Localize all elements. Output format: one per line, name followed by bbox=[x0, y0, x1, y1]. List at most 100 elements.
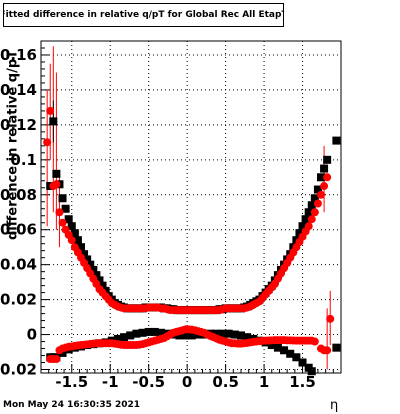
data-point-square bbox=[212, 329, 221, 338]
y-tick-label: 0 bbox=[27, 326, 37, 344]
data-point-square bbox=[58, 194, 67, 203]
data-point-circle bbox=[323, 173, 332, 182]
y-tick-label: 0.08 bbox=[0, 186, 37, 204]
data-point-square bbox=[298, 222, 307, 231]
x-tick-labels: -1.5 -1 -0.5 0 0.5 1 1.5 bbox=[55, 373, 315, 391]
data-point-square bbox=[301, 215, 310, 224]
y-tick-label: -0.02 bbox=[0, 361, 37, 379]
data-point-circle bbox=[310, 337, 319, 346]
data-point-square bbox=[175, 331, 184, 340]
data-point-square bbox=[80, 250, 89, 259]
data-point-square bbox=[89, 265, 98, 274]
data-point-square bbox=[120, 333, 129, 342]
data-point-square bbox=[307, 367, 316, 376]
data-point-square bbox=[98, 281, 107, 290]
x-tick-label: -0.5 bbox=[132, 373, 165, 391]
data-point-square bbox=[295, 229, 304, 238]
x-axis-label: η bbox=[330, 398, 339, 413]
data-point-square bbox=[132, 329, 141, 338]
data-point-circle bbox=[323, 346, 332, 355]
data-point-square bbox=[310, 194, 319, 203]
data-point-square bbox=[237, 331, 245, 340]
data-point-square bbox=[323, 155, 332, 164]
x-tick-label: -1 bbox=[102, 373, 119, 391]
datestamp: Mon May 24 16:30:35 2021 bbox=[3, 400, 141, 410]
data-point-square bbox=[70, 229, 79, 238]
data-point-circle bbox=[304, 222, 313, 231]
data-point-square bbox=[332, 136, 341, 145]
x-tick-label: 1.5 bbox=[289, 373, 316, 391]
data-point-square bbox=[292, 353, 301, 362]
data-point-circle bbox=[58, 218, 67, 227]
y-tick-label: 0.02 bbox=[0, 291, 37, 309]
data-point-square bbox=[64, 215, 73, 224]
x-tick-label: 1 bbox=[259, 373, 269, 391]
data-point-square bbox=[126, 331, 135, 340]
data-point-square bbox=[317, 173, 325, 182]
data-point-circle bbox=[326, 314, 335, 323]
data-point-square bbox=[273, 343, 282, 352]
data-point-circle bbox=[55, 208, 64, 217]
data-point-square bbox=[49, 117, 58, 126]
data-point-square bbox=[224, 329, 233, 338]
grid-lines bbox=[41, 41, 341, 373]
data-series bbox=[43, 106, 341, 376]
error-bars bbox=[46, 46, 331, 370]
y-tick-label: 0.04 bbox=[0, 256, 37, 274]
data-point-square bbox=[67, 222, 76, 231]
y-tick-label: 0.1 bbox=[10, 151, 37, 169]
data-point-square bbox=[144, 327, 153, 336]
data-point-square bbox=[58, 348, 67, 357]
data-point-square bbox=[332, 343, 341, 352]
y-tick-label: 0.16 bbox=[0, 46, 37, 64]
data-point-square bbox=[280, 346, 289, 355]
data-point-square bbox=[313, 185, 322, 194]
data-point-square bbox=[243, 333, 252, 342]
data-point-square bbox=[86, 260, 95, 269]
data-point-circle bbox=[313, 199, 322, 208]
x-tick-label: 0.5 bbox=[212, 373, 239, 391]
data-point-square bbox=[113, 334, 122, 343]
data-point-circle bbox=[67, 236, 76, 245]
axes bbox=[40, 40, 342, 374]
data-point-circle bbox=[52, 180, 61, 189]
red-series bbox=[43, 106, 335, 364]
data-point-square bbox=[230, 330, 239, 339]
chart-title: Fitted difference in relative q/pT for G… bbox=[3, 3, 284, 27]
data-point-square bbox=[304, 208, 313, 217]
data-point-circle bbox=[43, 138, 52, 147]
data-point-square bbox=[150, 327, 159, 336]
data-point-square bbox=[157, 328, 165, 337]
x-tick-label: -1.5 bbox=[55, 373, 88, 391]
data-point-square bbox=[181, 331, 190, 340]
data-point-circle bbox=[46, 106, 55, 115]
data-point-square bbox=[298, 358, 307, 367]
data-point-square bbox=[307, 201, 316, 210]
data-point-square bbox=[138, 328, 147, 337]
data-point-square bbox=[52, 169, 61, 178]
data-point-circle bbox=[310, 208, 319, 217]
data-point-square bbox=[83, 255, 92, 264]
data-point-square bbox=[320, 164, 329, 173]
data-point-square bbox=[187, 331, 196, 340]
y-axis-label: difference in relative q/pT bbox=[2, 40, 24, 250]
data-point-square bbox=[218, 329, 227, 338]
y-tick-label: 0.06 bbox=[0, 221, 37, 239]
y-tick-labels: -0.02 0 0.02 0.04 0.06 0.08 0.1 0.12 0.14 0.16 bbox=[0, 46, 37, 379]
data-point-square bbox=[267, 341, 276, 350]
y-tick-label: 0.14 bbox=[0, 81, 37, 99]
data-point-square bbox=[77, 243, 85, 252]
y-tick-label: 0.12 bbox=[0, 116, 37, 134]
data-point-circle bbox=[320, 182, 329, 191]
plot-frame bbox=[40, 40, 342, 374]
data-point-circle bbox=[52, 355, 61, 364]
data-point-circle bbox=[307, 215, 316, 224]
data-point-square bbox=[92, 271, 101, 280]
data-point-square bbox=[95, 276, 104, 285]
y-axis-label-text: difference in relative q/pT bbox=[5, 49, 21, 241]
data-point-circle bbox=[317, 190, 325, 199]
data-point-square bbox=[286, 349, 295, 358]
data-point-square bbox=[61, 204, 70, 213]
data-point-square bbox=[73, 236, 82, 245]
